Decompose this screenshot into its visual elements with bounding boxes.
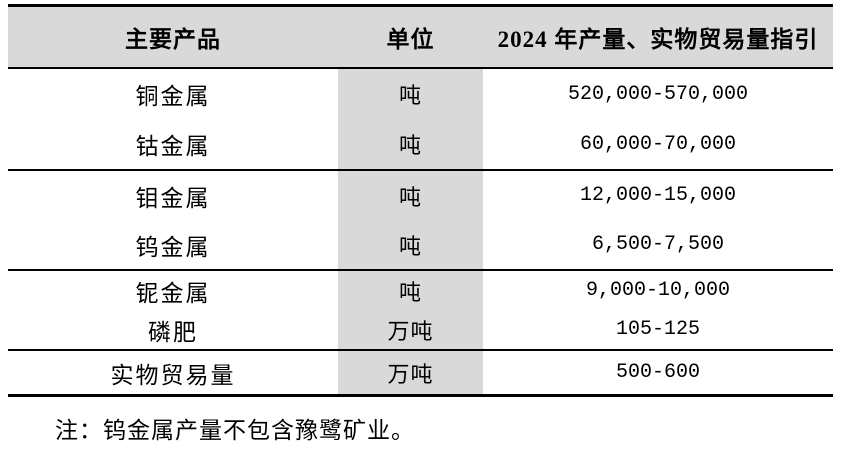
value-cell: 60,000-70,000 (579, 132, 737, 156)
table-row-tungsten: 钨金属 吨 6,500-7,500 (8, 220, 833, 269)
value-cell: 12,000-15,000 (579, 184, 737, 207)
unit-cell: 万吨 (338, 351, 483, 394)
table-group-niobium-phosphate: 铌金属 吨 9,000-10,000 磷肥 万吨 105-125 (8, 271, 833, 351)
unit-cell: 吨 (338, 69, 483, 119)
value-cell: 500-600 (615, 361, 700, 384)
product-cell: 铜金属 (135, 84, 211, 109)
production-guidance-table: 主要产品 单位 2024 年产量、实物贸易量指引 铜金属 吨 520,000-5… (8, 4, 833, 397)
product-cell: 钼金属 (135, 185, 211, 211)
table-group-molybdenum-tungsten: 钼金属 吨 12,000-15,000 钨金属 吨 6,500-7,500 (8, 171, 833, 271)
value-cell: 105-125 (615, 318, 700, 341)
footnote: 注：钨金属产量不包含豫鹭矿业。 (55, 418, 415, 443)
table-row-cobalt: 钴金属 吨 60,000-70,000 (8, 119, 833, 169)
table-row-trade-volume: 实物贸易量 万吨 500-600 (8, 351, 833, 394)
value-cell: 9,000-10,000 (585, 279, 731, 302)
unit-cell: 吨 (338, 220, 483, 269)
unit-cell: 吨 (338, 271, 483, 310)
table-group-copper-cobalt: 铜金属 吨 520,000-570,000 钴金属 吨 60,000-70,00… (8, 69, 833, 171)
table-group-trade-volume: 实物贸易量 万吨 500-600 (8, 351, 833, 394)
column-header-guidance: 2024 年产量、实物贸易量指引 (497, 27, 819, 52)
unit-cell: 吨 (338, 171, 483, 220)
column-header-unit: 单位 (386, 27, 435, 52)
product-cell: 实物贸易量 (110, 362, 236, 388)
value-cell: 520,000-570,000 (567, 82, 749, 106)
product-cell: 磷肥 (148, 319, 198, 345)
table-row-niobium: 铌金属 吨 9,000-10,000 (8, 271, 833, 310)
product-cell: 铌金属 (135, 280, 211, 306)
value-cell: 6,500-7,500 (591, 233, 725, 256)
product-cell: 钴金属 (135, 134, 211, 159)
product-cell: 钨金属 (135, 234, 211, 260)
table-row-copper: 铜金属 吨 520,000-570,000 (8, 69, 833, 119)
column-header-product: 主要产品 (125, 27, 221, 52)
table-row-phosphate: 磷肥 万吨 105-125 (8, 310, 833, 349)
unit-cell: 万吨 (338, 310, 483, 349)
table-row-molybdenum: 钼金属 吨 12,000-15,000 (8, 171, 833, 220)
unit-cell: 吨 (338, 119, 483, 169)
table-header-row: 主要产品 单位 2024 年产量、实物贸易量指引 (8, 7, 833, 69)
